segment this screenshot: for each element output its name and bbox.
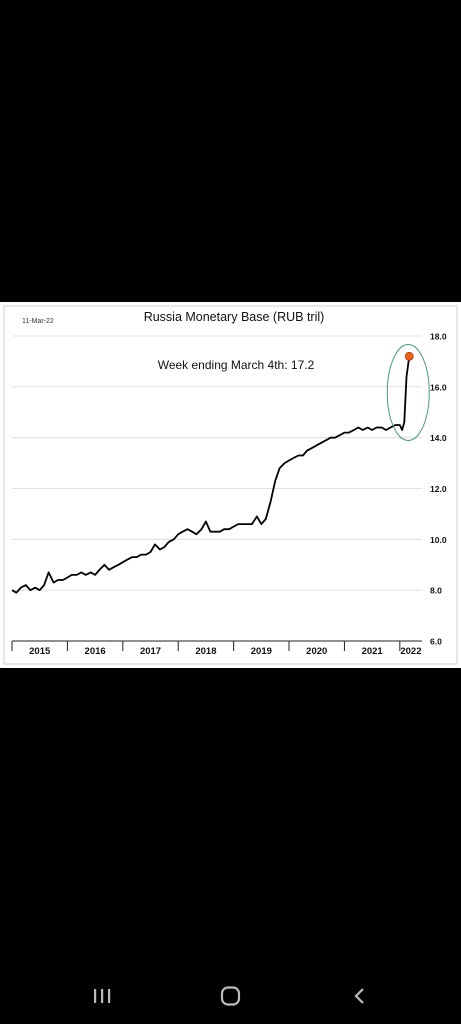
x-tick-label: 2022 [400,646,421,657]
chart-date-label: 11-Mar-22 [22,318,54,325]
highlight-ellipse [386,343,430,441]
chart-title: Russia Monetary Base (RUB tril) [144,310,325,324]
recent-apps-button[interactable] [82,980,122,1012]
series-line [11,356,411,594]
series-layer [11,343,430,594]
y-axis-ticks: 6.0 8.0 10.0 12.0 14.0 16.0 18.0 [430,332,447,647]
y-tick-label: 10.0 [430,535,447,545]
y-tick-label: 18.0 [430,332,447,342]
x-tick-label: 2016 [85,646,106,657]
monetary-base-chart: 11-Mar-22 Russia Monetary Base (RUB tril… [3,305,458,665]
chart-frame [3,305,458,665]
chart-annotation: Week ending March 4th: 17.2 [158,358,315,372]
x-tick-label: 2020 [306,646,327,657]
chart-panel: 11-Mar-22 Russia Monetary Base (RUB tril… [0,302,461,668]
y-tick-label: 14.0 [430,433,447,443]
y-tick-label: 8.0 [430,586,442,596]
x-tick-label: 2017 [140,646,161,657]
back-icon [354,988,364,1004]
home-button[interactable] [211,980,251,1012]
y-tick-label: 16.0 [430,382,447,392]
x-axis: 2015 2016 2017 2018 2019 2020 2021 2022 [11,640,422,657]
x-tick-label: 2019 [251,646,272,657]
y-tick-label: 12.0 [430,484,447,494]
last-point-marker [404,351,414,361]
x-tick-label: 2021 [362,646,384,657]
system-nav-bar [0,968,461,1024]
y-tick-label: 6.0 [430,637,442,647]
recent-apps-icon [94,989,111,1003]
home-icon [220,986,241,1006]
grid-lines [12,335,422,591]
x-tick-label: 2018 [195,646,216,657]
back-button[interactable] [340,980,380,1012]
x-tick-label: 2015 [29,646,51,657]
